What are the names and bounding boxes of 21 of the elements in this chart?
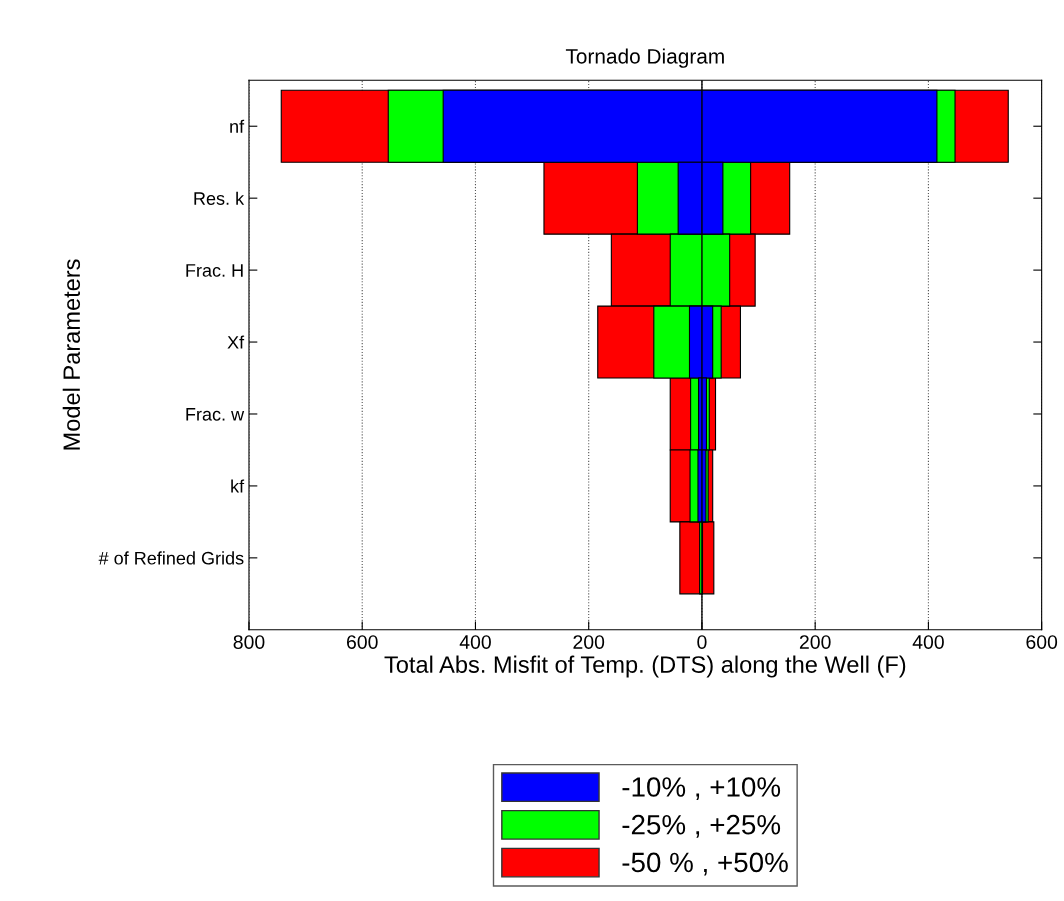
y-tick-label: Xf	[227, 335, 245, 349]
x-tick-label: 400	[459, 635, 491, 649]
y-tick-label: # of Refined Grids	[98, 551, 244, 565]
y-tick-label: Frac. w	[186, 408, 245, 421]
legend-label: -50 % , +50%	[622, 852, 788, 876]
y-tick-label: nf	[230, 119, 245, 133]
x-tick-label: 800	[233, 635, 265, 649]
y-tick-label: kf	[231, 479, 245, 493]
x-tick-label: 0	[697, 635, 707, 649]
x-tick-label: 200	[799, 635, 831, 649]
chart-title: Tornado Diagram	[565, 48, 724, 68]
x-tick-label: 400	[912, 635, 944, 649]
legend-label: -10% , +10%	[622, 777, 781, 801]
x-axis-title: Total Abs. Misfit of Temp. (DTS) along the Well (F)	[384, 655, 906, 678]
y-axis-title: Model Parameters	[62, 259, 81, 450]
x-tick-label: 600	[1026, 635, 1058, 649]
legend-label: -25% , +25%	[622, 814, 781, 838]
x-tick-label: 600	[346, 635, 378, 649]
y-tick-label: Res. k	[194, 191, 245, 205]
y-tick-label: Frac. H	[186, 264, 243, 277]
x-tick-label: 200	[573, 635, 605, 649]
